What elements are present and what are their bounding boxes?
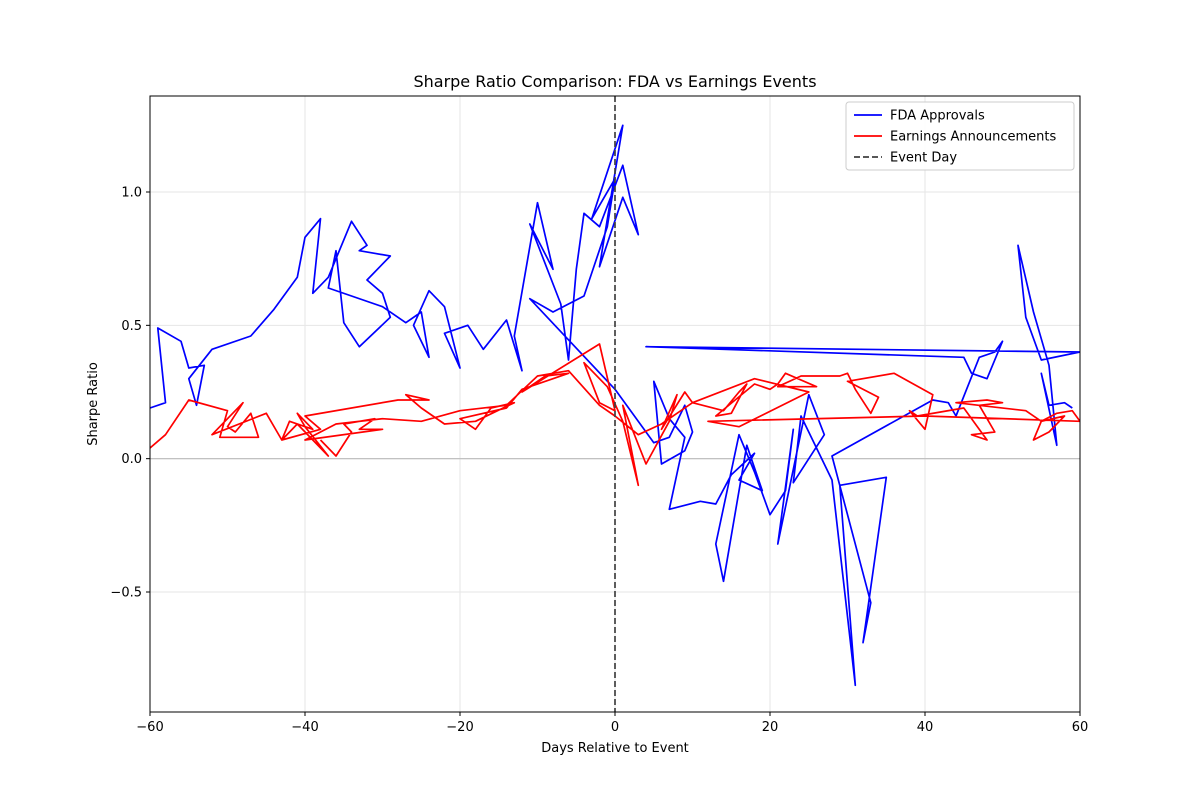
x-tick-label: −20 (446, 720, 473, 735)
x-tick-label: 60 (1072, 720, 1089, 735)
earnings-announcements-line (150, 343, 1080, 487)
legend-label: Earnings Announcements (890, 130, 1056, 145)
y-tick-label: 0.0 (121, 452, 142, 467)
x-tick-label: 40 (917, 720, 934, 735)
x-tick-label: −40 (291, 720, 318, 735)
chart-title: Sharpe Ratio Comparison: FDA vs Earnings… (413, 72, 816, 91)
x-tick-label: 0 (611, 720, 619, 735)
legend-label: FDA Approvals (890, 109, 985, 124)
y-tick-label: 1.0 (121, 186, 142, 201)
x-tick-label: 20 (762, 720, 779, 735)
x-tick-label: −60 (136, 720, 163, 735)
y-tick-label: 0.5 (121, 319, 142, 334)
legend-box (845, 101, 1075, 171)
y-tick-label: −0.5 (110, 586, 142, 601)
y-axis-label: Sharpe Ratio (86, 362, 101, 446)
x-axis-label: Days Relative to Event (541, 741, 689, 756)
legend-label: Event Day (890, 151, 957, 166)
plot-area (150, 96, 1080, 712)
fda-approvals-line (150, 124, 1080, 687)
axes: −60 −40 −20 0 20 40 60 −0.5 0.0 0.5 1.0 (110, 186, 1088, 736)
legend: FDA Approvals Earnings Announcements Event… (845, 101, 1075, 171)
